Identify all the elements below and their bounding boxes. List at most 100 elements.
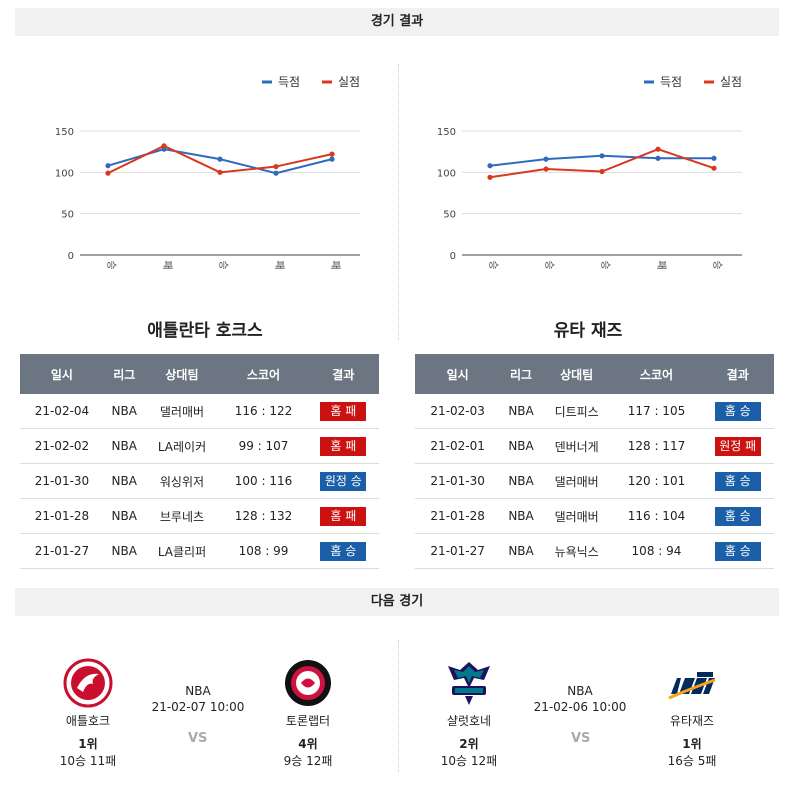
table-row[interactable]: 21-01-28 NBA 댈러매버 116 : 104 홈 승: [415, 498, 774, 534]
table-row[interactable]: 21-02-04 NBA 댈러매버 116 : 122 홈 패: [20, 394, 379, 429]
table-row[interactable]: 21-01-30 NBA 워싱위저 100 : 116 원정 승: [20, 463, 379, 499]
result-badge: 홈 승: [714, 471, 761, 491]
team1-score-chart: 득점 실점 0 50 100 150 승 패 승 패 패: [55, 75, 360, 270]
table-row[interactable]: 21-02-03 NBA 디트피스 117 : 105 홈 승: [415, 394, 774, 429]
table-row[interactable]: 21-01-27 NBA 뉴욕닉스 108 : 94 홈 승: [415, 533, 774, 569]
data-point: [599, 153, 605, 159]
table-row[interactable]: 21-01-28 NBA 브루네츠 128 : 132 홈 패: [20, 498, 379, 534]
team-record: 10승 12패: [440, 754, 498, 768]
y-tick-label: 100: [437, 168, 456, 179]
cell-league: NBA: [500, 463, 542, 499]
next-games-divider: [398, 640, 399, 772]
cell-score: 128 : 132: [219, 498, 308, 534]
cell-date: 21-01-30: [20, 463, 104, 499]
cell-result: 홈 승: [701, 498, 774, 534]
next1-away-team[interactable]: 토론랩터 4위 9승 12패: [268, 658, 348, 769]
utah-jazz-logo: [667, 658, 717, 708]
cell-league: NBA: [103, 498, 145, 534]
data-point: [487, 163, 493, 169]
legend-label: 실점: [338, 75, 360, 89]
team2-score-chart: 득점 실점 0 50 100 150 승 승 승 패 승: [437, 75, 742, 270]
cell-date: 21-02-01: [415, 428, 501, 464]
cell-opponent: 워싱위저: [144, 463, 220, 499]
results-divider: [398, 64, 399, 340]
legend-label: 득점: [660, 75, 682, 89]
cell-score: 100 : 116: [219, 463, 308, 499]
cell-result: 원정 패: [701, 428, 774, 464]
team-rank: 1위: [682, 737, 702, 751]
column-header: 리그: [103, 354, 145, 394]
data-point: [711, 155, 717, 161]
table-row[interactable]: 21-02-01 NBA 덴버너게 128 : 117 원정 패: [415, 428, 774, 464]
data-point: [329, 156, 335, 162]
x-tick-label: 승: [105, 260, 117, 269]
cell-league: NBA: [500, 533, 542, 569]
data-point: [217, 169, 223, 175]
cell-opponent: 디트피스: [541, 394, 612, 429]
x-tick-label: 패: [655, 260, 667, 269]
cell-result: 원정 승: [307, 463, 379, 499]
game-league: NBA: [567, 684, 593, 698]
next2-away-team[interactable]: 유타재즈 1위 16승 5패: [652, 658, 732, 769]
cell-result: 홈 패: [307, 394, 379, 429]
cell-score: 116 : 104: [611, 498, 702, 534]
result-badge: 원정 승: [320, 471, 367, 491]
cell-league: NBA: [103, 428, 145, 464]
table-row[interactable]: 21-01-27 NBA LA클리퍼 108 : 99 홈 승: [20, 533, 379, 569]
team-record: 16승 5패: [667, 754, 717, 768]
cell-opponent: 브루네츠: [144, 498, 220, 534]
game-datetime: 21-02-07 10:00: [151, 700, 245, 714]
cell-league: NBA: [500, 498, 542, 534]
result-badge: 홈 패: [320, 436, 367, 456]
cell-score: 117 : 105: [611, 394, 702, 429]
data-point: [655, 155, 661, 161]
x-tick-label: 승: [217, 260, 229, 269]
x-tick-label: 승: [543, 260, 555, 269]
vs-label: VS: [571, 731, 591, 746]
next2-home-team[interactable]: 샬럿호네 2위 10승 12패: [429, 658, 509, 769]
cell-score: 99 : 107: [219, 428, 308, 464]
cell-opponent: 덴버너게: [541, 428, 612, 464]
cell-league: NBA: [103, 394, 145, 429]
cell-result: 홈 승: [701, 463, 774, 499]
data-point: [487, 174, 493, 180]
cell-opponent: LA레이커: [144, 428, 220, 464]
cell-score: 108 : 99: [219, 533, 308, 569]
result-badge: 홈 승: [320, 541, 367, 561]
cell-opponent: LA클리퍼: [144, 533, 220, 569]
chart-legend: 득점 실점: [644, 75, 742, 89]
cell-result: 홈 승: [701, 394, 774, 429]
y-tick-label: 150: [437, 127, 456, 138]
result-badge: 홈 승: [714, 506, 761, 526]
y-tick-label: 50: [443, 210, 456, 221]
team1-title: 애틀란타 호크스: [147, 321, 263, 341]
data-point: [105, 163, 111, 169]
table-row[interactable]: 21-02-02 NBA LA레이커 99 : 107 홈 패: [20, 428, 379, 464]
result-badge: 홈 패: [320, 506, 367, 526]
team-name: 샬럿호네: [446, 714, 492, 728]
cell-date: 21-02-02: [20, 428, 104, 464]
cell-score: 120 : 101: [611, 463, 702, 499]
x-tick-label: 패: [161, 260, 173, 269]
team2-title: 유타 재즈: [553, 321, 623, 341]
table-row[interactable]: 21-01-30 NBA 댈러매버 120 : 101 홈 승: [415, 463, 774, 499]
x-tick-label: 패: [273, 260, 285, 269]
data-point: [655, 146, 661, 152]
next2-game-info: NBA 21-02-06 10:00: [530, 684, 630, 714]
team-rank: 4위: [298, 737, 318, 751]
y-tick-label: 100: [55, 168, 74, 179]
team-record: 9승 12패: [283, 754, 333, 768]
team-name: 토론랩터: [285, 714, 331, 728]
cell-league: NBA: [103, 533, 145, 569]
next1-home-team[interactable]: 애틀호크 1위 10승 11패: [48, 658, 128, 769]
legend-label: 득점: [278, 75, 300, 89]
cell-result: 홈 패: [307, 428, 379, 464]
team-name: 애틀호크: [65, 714, 111, 728]
x-tick-label: 승: [711, 260, 723, 269]
cell-opponent: 댈러매버: [541, 498, 612, 534]
data-point: [217, 156, 223, 162]
cell-result: 홈 승: [307, 533, 379, 569]
data-point: [161, 143, 167, 149]
team-rank: 1위: [78, 737, 98, 751]
